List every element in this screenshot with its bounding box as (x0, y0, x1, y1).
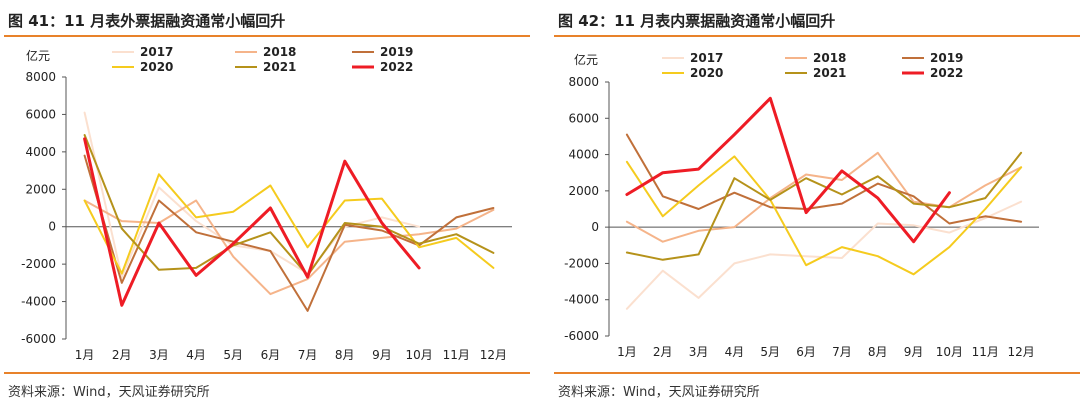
legend-label-2021: 2021 (813, 66, 846, 80)
y-tick-label: 2000 (568, 184, 599, 198)
x-tick-label: 7月 (298, 348, 318, 362)
series-line-2022 (625, 96, 951, 244)
x-tick-label: 11月 (443, 348, 470, 362)
series-line-2022 (83, 137, 421, 307)
x-tick-label: 7月 (832, 345, 852, 359)
line-chart-offbalance: 亿元 -6000 -4000 -2000 0 2000 4000 6000 8000 1月 2月 3月… (21, 45, 512, 362)
x-tick-label: 9月 (904, 345, 924, 359)
y-tick-label: -6000 (21, 332, 56, 346)
title-rule (4, 35, 530, 37)
y-tick-label: -2000 (21, 257, 56, 271)
legend-label-2018: 2018 (813, 51, 846, 65)
legend-label-2017: 2017 (140, 45, 173, 59)
y-tick-label: 4000 (568, 148, 599, 162)
source-rule (4, 372, 530, 374)
x-tick-label: 8月 (868, 345, 888, 359)
y-tick-label: -4000 (21, 295, 56, 309)
series-line-2017 (83, 111, 421, 279)
series-line-2021 (83, 134, 495, 277)
x-tick-label: 10月 (936, 345, 963, 359)
figure-41-panel: 图 41：11 月表外票据融资通常小幅回升 亿元 -6000 -4000 -2000 0… (0, 0, 530, 403)
series-line-2020 (625, 155, 1023, 276)
series-line-2021 (625, 151, 1023, 261)
x-tick-label: 3月 (149, 348, 169, 362)
y-tick-label: 6000 (568, 111, 599, 125)
title-rule (554, 35, 1080, 37)
x-tick-label: 5月 (760, 345, 780, 359)
x-tick-label: 6月 (796, 345, 816, 359)
source-rule (554, 372, 1080, 374)
y-tick-label: 4000 (25, 145, 56, 159)
y-tick-label: 8000 (568, 75, 599, 89)
y-tick-label: 8000 (25, 70, 56, 84)
x-tick-label: 4月 (725, 345, 745, 359)
x-tick-label: 8月 (335, 348, 355, 362)
source-note: 资料来源：Wind，天风证券研究所 (558, 385, 760, 400)
x-tick-label: 3月 (689, 345, 709, 359)
legend-label-2017: 2017 (690, 51, 723, 65)
x-tick-label: 11月 (972, 345, 999, 359)
y-tick-label: 6000 (25, 107, 56, 121)
figure-42-panel: 图 42：11 月表内票据融资通常小幅回升 亿元 -6000 -4000 -2000 0… (550, 0, 1080, 403)
x-tick-label: 2月 (112, 348, 132, 362)
legend-label-2020: 2020 (140, 60, 173, 74)
x-tick-label: 1月 (617, 345, 637, 359)
source-note: 资料来源：Wind，天风证券研究所 (8, 385, 210, 400)
x-tick-label: 12月 (480, 348, 507, 362)
y-axis-label: 亿元 (574, 52, 598, 67)
y-tick-label: -4000 (564, 293, 599, 307)
legend-label-2018: 2018 (263, 45, 296, 59)
y-axis-label: 亿元 (26, 48, 50, 63)
x-tick-label: 6月 (261, 348, 281, 362)
x-tick-label: 12月 (1007, 345, 1034, 359)
x-tick-label: 5月 (223, 348, 243, 362)
legend-label-2019: 2019 (930, 51, 963, 65)
legend-label-2022: 2022 (930, 66, 963, 80)
series-line-2019 (625, 133, 1023, 225)
y-tick-label: -6000 (564, 329, 599, 343)
series-line-2020 (83, 173, 495, 275)
x-tick-label: 10月 (405, 348, 432, 362)
legend-label-2021: 2021 (263, 60, 296, 74)
y-tick-label: 0 (591, 220, 599, 234)
x-tick-label: 2月 (653, 345, 673, 359)
figure-title: 图 41：11 月表外票据融资通常小幅回升 (8, 12, 286, 30)
legend-label-2020: 2020 (690, 66, 723, 80)
x-tick-label: 4月 (186, 348, 206, 362)
x-tick-label: 1月 (75, 348, 95, 362)
figure-title: 图 42：11 月表内票据融资通常小幅回升 (558, 12, 836, 30)
series-line-2019 (83, 154, 495, 312)
line-chart-onbalance: 亿元 -6000 -4000 -2000 0 2000 4000 6000 8000 1月 2月 3月… (564, 51, 1039, 359)
x-tick-label: 9月 (372, 348, 392, 362)
y-tick-label: -2000 (564, 256, 599, 270)
y-tick-label: 0 (48, 220, 56, 234)
series-line-2018 (83, 199, 495, 296)
legend-label-2019: 2019 (380, 45, 413, 59)
y-tick-label: 2000 (25, 182, 56, 196)
series-line-2018 (625, 151, 1023, 243)
legend-label-2022: 2022 (380, 60, 413, 74)
